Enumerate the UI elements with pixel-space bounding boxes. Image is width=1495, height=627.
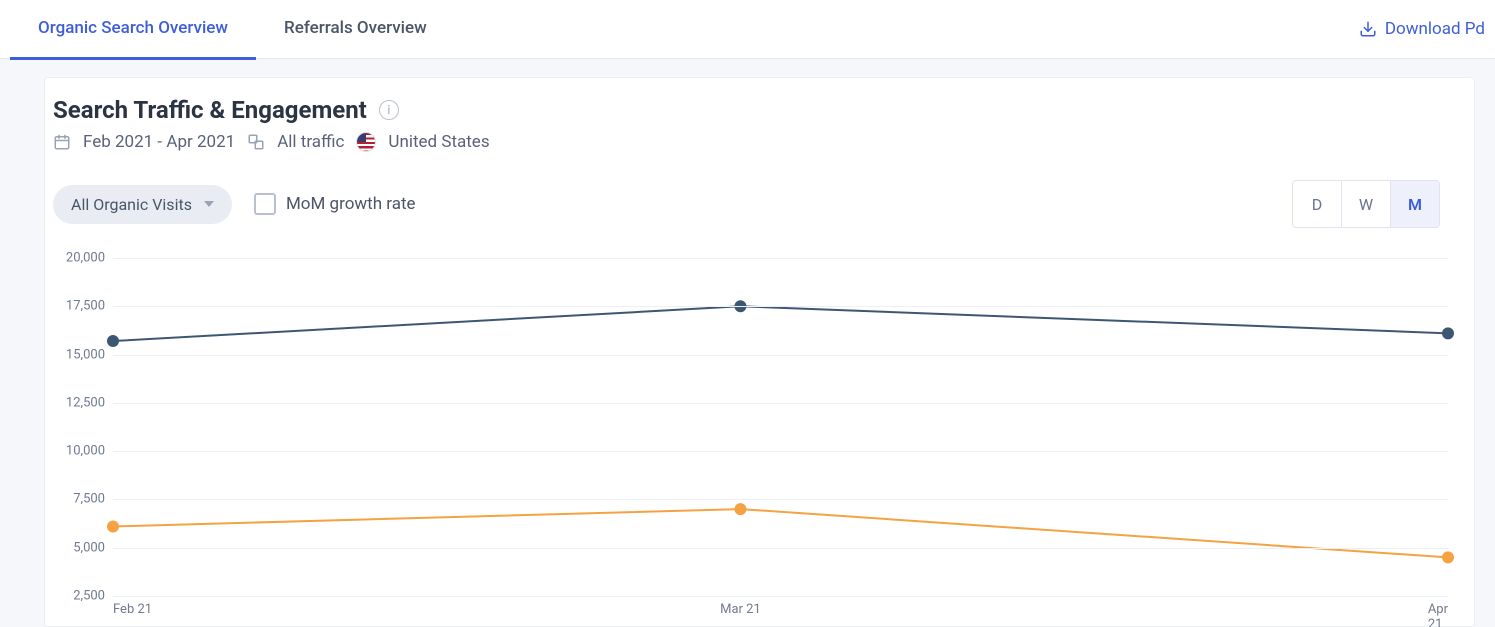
chart-series-line [113,306,1448,341]
chart-gridline [113,451,1448,452]
traffic-filter: All traffic [277,132,344,152]
chart-gridline [113,258,1448,259]
chart-series-line [113,509,1448,557]
us-flag-icon [356,132,376,152]
visits-dropdown-label: All Organic Visits [71,195,192,214]
y-axis-label: 7,500 [73,492,105,507]
y-axis-label: 15,000 [66,347,105,362]
info-icon[interactable]: i [379,100,399,120]
country-label: United States [388,132,489,152]
visits-dropdown[interactable]: All Organic Visits [53,185,232,224]
compare-icon [247,133,265,151]
x-axis-label: Mar 21 [720,602,761,617]
mom-growth-label: MoM growth rate [286,194,416,214]
download-icon [1359,20,1377,38]
meta-row: Feb 2021 - Apr 2021 All traffic United S… [53,132,1466,152]
y-axis-label: 20,000 [66,251,105,266]
calendar-icon [53,133,71,151]
chart-gridline [113,596,1448,597]
y-axis-label: 12,500 [66,395,105,410]
chart-data-point[interactable] [107,335,119,347]
x-axis-label: Apr 21 [1428,602,1448,627]
chart-data-point[interactable] [107,520,119,532]
chart-gridline [113,306,1448,307]
granularity-month[interactable]: M [1390,181,1439,227]
granularity-day[interactable]: D [1293,181,1341,227]
seg-label: W [1359,195,1373,214]
panel-search-traffic: Search Traffic & Engagement i Feb 2021 -… [44,77,1475,627]
chart-gridline [113,403,1448,404]
granularity-week[interactable]: W [1341,181,1390,227]
page-title: Search Traffic & Engagement [53,96,367,124]
y-axis-label: 2,500 [73,589,105,604]
chart-data-point[interactable] [1442,551,1454,563]
tab-label: Referrals Overview [284,18,427,38]
chart-gridline [113,548,1448,549]
chart-gridline [113,499,1448,500]
granularity-toggle: D W M [1292,180,1440,228]
tab-bar: Organic Search Overview Referrals Overvi… [0,0,1495,59]
chart: 20,00017,50015,00012,50010,0007,5005,000… [53,258,1448,626]
y-axis-label: 5,000 [73,540,105,555]
chart-data-point[interactable] [1442,327,1454,339]
seg-label: M [1408,195,1422,214]
tab-organic-search[interactable]: Organic Search Overview [10,0,256,60]
x-axis-label: Feb 21 [113,602,152,617]
checkbox-icon [254,193,276,215]
download-pdf-button[interactable]: Download Pd [1359,19,1485,39]
tab-label: Organic Search Overview [38,18,228,38]
download-label: Download Pd [1385,19,1485,39]
chart-data-point[interactable] [734,503,746,515]
seg-label: D [1312,195,1323,214]
y-axis-label: 17,500 [66,299,105,314]
y-axis-label: 10,000 [66,444,105,459]
date-range: Feb 2021 - Apr 2021 [83,132,235,152]
chart-gridline [113,355,1448,356]
mom-growth-checkbox[interactable]: MoM growth rate [254,193,416,215]
tab-referrals[interactable]: Referrals Overview [256,0,455,60]
chevron-down-icon [204,201,214,207]
